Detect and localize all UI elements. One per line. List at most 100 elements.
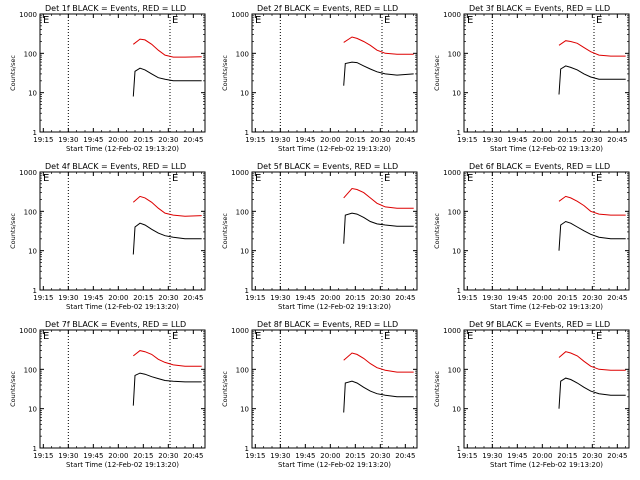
y-tick-label: 100 [236, 50, 249, 58]
panel-title: Det 4f BLACK = Events, RED = LLD [45, 162, 186, 171]
x-tick-label: 20:45 [607, 136, 627, 144]
y-tick-label: 1 [245, 287, 249, 295]
y-axis-title: Counts/sec [9, 55, 17, 91]
x-tick-label: 19:15 [33, 294, 53, 302]
event-marker-label: E [43, 331, 49, 342]
x-axis-title: Start Time (12-Feb-02 19:13:20) [66, 145, 179, 153]
x-axis-title: Start Time (12-Feb-02 19:13:20) [490, 461, 603, 469]
x-tick-label: 19:30 [482, 136, 502, 144]
lld-series-line [343, 187, 414, 209]
lld-series-line [132, 350, 202, 367]
x-tick-label: 20:45 [183, 294, 203, 302]
x-tick-label: 20:15 [345, 294, 365, 302]
plot-frame [39, 171, 206, 291]
event-marker-label: E [467, 15, 473, 26]
events-series-line [132, 222, 202, 255]
panel-title: Det 2f BLACK = Events, RED = LLD [257, 4, 398, 13]
y-tick-label: 10 [240, 248, 249, 256]
y-axis-title: Counts/sec [221, 371, 229, 407]
x-tick-label: 19:30 [270, 294, 290, 302]
panel-title: Det 5f BLACK = Events, RED = LLD [257, 162, 398, 171]
plot-frame [39, 329, 206, 449]
y-tick-label: 100 [24, 366, 37, 374]
lld-series-line [558, 351, 626, 371]
x-tick-label: 19:45 [507, 452, 527, 460]
x-tick-label: 20:15 [345, 452, 365, 460]
detector-panel: Det 5f BLACK = Events, RED = LLD 1 10 100 10… [221, 162, 418, 311]
lld-series-line [558, 195, 626, 216]
panel-title: Det 3f BLACK = Events, RED = LLD [469, 4, 610, 13]
event-marker-label: E [384, 331, 390, 342]
x-tick-label: 20:30 [158, 294, 178, 302]
x-tick-label: 20:00 [108, 452, 128, 460]
y-tick-label: 100 [448, 366, 461, 374]
y-axis-title: Counts/sec [433, 213, 441, 249]
x-tick-label: 20:30 [582, 294, 602, 302]
y-tick-label: 1000 [231, 11, 249, 19]
x-tick-label: 19:15 [33, 452, 53, 460]
y-axis-title: Counts/sec [221, 213, 229, 249]
x-tick-label: 20:30 [582, 452, 602, 460]
panel-title: Det 6f BLACK = Events, RED = LLD [469, 162, 610, 171]
x-tick-label: 20:00 [320, 452, 340, 460]
x-tick-label: 19:15 [245, 136, 265, 144]
y-tick-label: 1 [457, 445, 461, 453]
events-series-line [343, 380, 414, 413]
x-tick-label: 20:00 [108, 136, 128, 144]
y-axis-title: Counts/sec [221, 55, 229, 91]
y-tick-label: 100 [24, 208, 37, 216]
x-tick-label: 20:30 [582, 136, 602, 144]
x-axis-title: Start Time (12-Feb-02 19:13:20) [278, 145, 391, 153]
x-axis-title: Start Time (12-Feb-02 19:13:20) [490, 303, 603, 311]
x-tick-label: 20:00 [532, 136, 552, 144]
y-tick-label: 1 [457, 287, 461, 295]
y-tick-label: 10 [452, 248, 461, 256]
y-tick-label: 10 [240, 90, 249, 98]
x-tick-label: 20:30 [158, 452, 178, 460]
y-tick-label: 1000 [443, 11, 461, 19]
plot-frame [463, 171, 630, 291]
lld-series-line [343, 36, 414, 55]
panel-title: Det 1f BLACK = Events, RED = LLD [45, 4, 186, 13]
x-tick-label: 20:45 [183, 452, 203, 460]
x-tick-label: 19:45 [295, 136, 315, 144]
y-tick-label: 1 [33, 287, 37, 295]
y-tick-label: 1000 [231, 169, 249, 177]
panel-title: Det 9f BLACK = Events, RED = LLD [469, 320, 610, 329]
event-marker-label: E [596, 331, 602, 342]
x-tick-label: 19:45 [295, 294, 315, 302]
y-tick-label: 10 [28, 90, 37, 98]
detector-panel: Det 9f BLACK = Events, RED = LLD 1 10 100 10… [433, 320, 630, 469]
x-axis-title: Start Time (12-Feb-02 19:13:20) [66, 303, 179, 311]
events-series-line [558, 220, 626, 251]
plot-frame [251, 13, 418, 133]
y-tick-label: 1 [245, 445, 249, 453]
y-tick-label: 1000 [231, 327, 249, 335]
lld-series-line [343, 352, 414, 373]
x-axis-title: Start Time (12-Feb-02 19:13:20) [490, 145, 603, 153]
event-marker-label: E [255, 15, 261, 26]
y-tick-label: 1 [33, 129, 37, 137]
x-tick-label: 19:15 [457, 452, 477, 460]
x-axis-title: Start Time (12-Feb-02 19:13:20) [278, 303, 391, 311]
event-marker-label: E [596, 173, 602, 184]
lld-series-line [132, 38, 202, 58]
event-marker-label: E [255, 331, 261, 342]
event-marker-label: E [172, 15, 178, 26]
x-tick-label: 19:45 [295, 452, 315, 460]
x-tick-label: 20:15 [133, 136, 153, 144]
x-tick-label: 19:15 [457, 136, 477, 144]
y-axis-title: Counts/sec [9, 371, 17, 407]
x-tick-label: 20:45 [395, 452, 415, 460]
x-tick-label: 20:30 [370, 136, 390, 144]
x-tick-label: 19:45 [507, 136, 527, 144]
x-tick-label: 20:30 [158, 136, 178, 144]
y-tick-label: 100 [448, 208, 461, 216]
x-axis-title: Start Time (12-Feb-02 19:13:20) [66, 461, 179, 469]
x-tick-label: 20:00 [320, 136, 340, 144]
y-tick-label: 100 [236, 366, 249, 374]
x-tick-label: 20:15 [133, 294, 153, 302]
plot-frame [39, 13, 206, 133]
lld-series-line [558, 40, 626, 57]
